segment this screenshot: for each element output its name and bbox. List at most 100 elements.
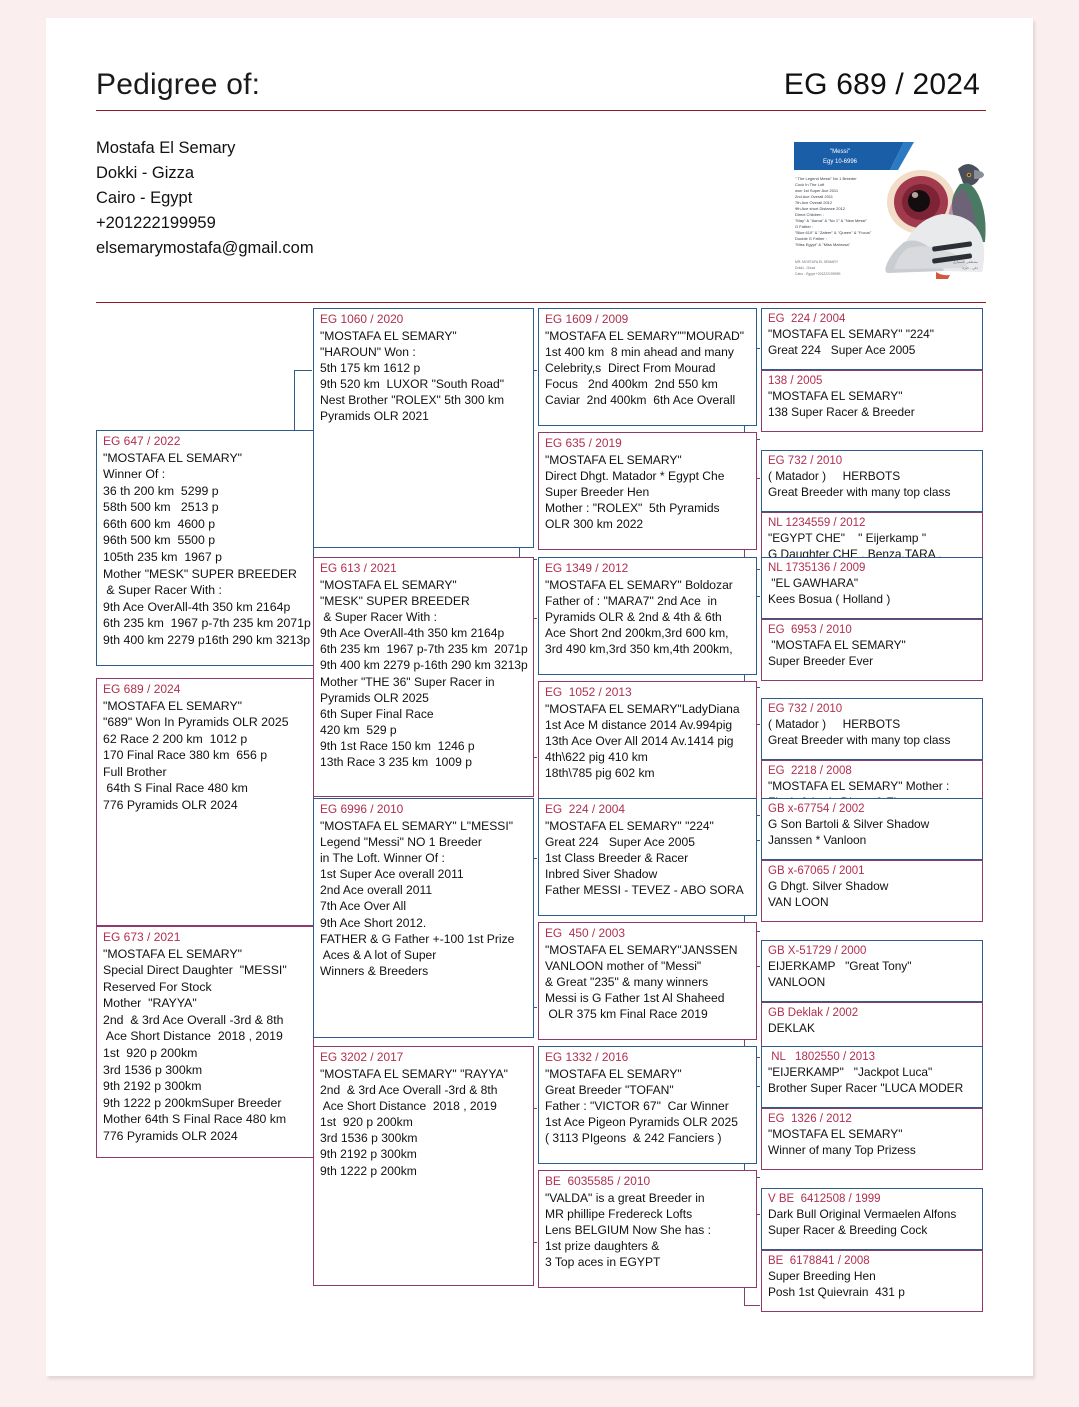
cell-details: DEKLAK — [768, 1021, 815, 1036]
svg-text:"Messi": "Messi" — [830, 149, 850, 155]
pedigree-cell-gen2-1[interactable]: EG 1060 / 2020 "MOSTAFA EL SEMARY" "HARO… — [313, 308, 534, 548]
pedigree-cell-subject[interactable]: EG 689 / 2024 "MOSTAFA EL SEMARY" "689" … — [96, 678, 314, 926]
pedigree-tree: EG 647 / 2022 "MOSTAFA EL SEMARY" Winner… — [46, 18, 1033, 1376]
svg-text:Dokki - Gizza: Dokki - Gizza — [795, 266, 815, 270]
svg-text:"May" & "Asma" & "No 1" & "New: "May" & "Asma" & "No 1" & "New Messi" — [795, 218, 867, 223]
ring-number: NL 1802550 / 2013 — [768, 1051, 875, 1063]
cell-details: "MOSTAFA EL SEMARY"LadyDiana 1st Ace M d… — [545, 701, 740, 781]
cell-details: "MOSTAFA EL SEMARY"JANSSEN VANLOON mothe… — [545, 942, 738, 1022]
svg-text:2nd Ace Overall 2011: 2nd Ace Overall 2011 — [795, 194, 834, 199]
header-divider-lower — [96, 302, 986, 303]
svg-text:دقى - جيزة: دقى - جيزة — [962, 266, 978, 270]
pedigree-cell-gen3-5[interactable]: EG 224 / 2004 "MOSTAFA EL SEMARY" "224" … — [538, 798, 757, 916]
pedigree-cell-gen3-7[interactable]: EG 1332 / 2016 "MOSTAFA EL SEMARY" Great… — [538, 1046, 757, 1164]
cell-details: "MOSTAFA EL SEMARY" Special Direct Daugh… — [103, 946, 287, 1143]
svg-text:MR. MOSTAFA EL SEMARY: MR. MOSTAFA EL SEMARY — [795, 260, 839, 264]
pedigree-cell-gen4-3[interactable]: EG 732 / 2010 ( Matador ) HERBOTS Great … — [761, 450, 983, 512]
cell-details: "MOSTAFA EL SEMARY" L"MESSI" Legend "Mes… — [320, 818, 515, 978]
cell-details: "MOSTAFA EL SEMARY""MOURAD" 1st 400 km 8… — [545, 328, 745, 408]
svg-text:Cairo - Egypt +201222199959: Cairo - Egypt +201222199959 — [795, 272, 840, 276]
ring-number: GB x-67754 / 2002 — [768, 803, 865, 815]
subject-ring-id: EG 689 / 2024 — [783, 68, 980, 101]
ring-number: EG 635 / 2019 — [545, 436, 622, 450]
pedigree-cell-gen4-11[interactable]: GB X-51729 / 2000 EIJERKAMP "Great Tony"… — [761, 940, 983, 1002]
ring-number: EG 3202 / 2017 — [320, 1050, 404, 1064]
ring-number: EG 1060 / 2020 — [320, 312, 404, 326]
pedigree-cell-gen4-13[interactable]: NL 1802550 / 2013 "EIJERKAMP" "Jackpot L… — [761, 1046, 983, 1108]
cell-details: "MOSTAFA EL SEMARY" Winner of many Top P… — [768, 1127, 916, 1157]
svg-text:9th Ace short Distance 2012: 9th Ace short Distance 2012 — [795, 206, 846, 211]
ring-number: EG 1609 / 2009 — [545, 312, 629, 326]
pedigree-cell-gen4-16[interactable]: BE 6178841 / 2008 Super Breeding Hen Pos… — [761, 1250, 983, 1312]
pedigree-cell-gen4-9[interactable]: GB x-67754 / 2002 G Son Bartoli & Silver… — [761, 798, 983, 860]
pedigree-cell-gen3-3[interactable]: EG 1349 / 2012 "MOSTAFA EL SEMARY" Boldo… — [538, 557, 757, 675]
pedigree-document: Pedigree of: EG 689 / 2024 Mostafa El Se… — [46, 18, 1033, 1376]
cell-details: "MOSTAFA EL SEMARY" Super Breeder Ever — [768, 638, 906, 668]
ring-number: EG 647 / 2022 — [103, 434, 181, 448]
ring-number: NL 1735136 / 2009 — [768, 562, 866, 574]
header-divider — [96, 110, 986, 111]
cell-details: ( Matador ) HERBOTS Great Breeder with m… — [768, 717, 951, 747]
pedigree-cell-gen4-7[interactable]: EG 732 / 2010 ( Matador ) HERBOTS Great … — [761, 698, 983, 760]
svg-text:" The Legend Messi" No 1 Breed: " The Legend Messi" No 1 Breeder — [795, 176, 857, 181]
pedigree-cell-gen4-10[interactable]: GB x-67065 / 2001 G Dhgt. Silver Shadow … — [761, 860, 983, 922]
pedigree-cell-gen2-4[interactable]: EG 3202 / 2017 "MOSTAFA EL SEMARY" "RAYY… — [313, 1046, 534, 1286]
ring-number: EG 1052 / 2013 — [545, 685, 632, 699]
ring-number: GB X-51729 / 2000 — [768, 945, 867, 957]
ring-number: BE 6178841 / 2008 — [768, 1255, 870, 1267]
pedigree-cell-gen4-1[interactable]: EG 224 / 2004 "MOSTAFA EL SEMARY" "224" … — [761, 308, 983, 370]
pedigree-cell-gen3-1[interactable]: EG 1609 / 2009 "MOSTAFA EL SEMARY""MOURA… — [538, 308, 757, 426]
cell-details: "EIJERKAMP" "Jackpot Luca" Brother Super… — [768, 1065, 964, 1095]
ring-number: EG 732 / 2010 — [768, 455, 843, 467]
ring-number: NL 1234559 / 2012 — [768, 517, 866, 529]
pigeon-photo: "Messi" Egy 10-6996 " The Legend Messi" … — [786, 136, 986, 281]
cell-details: "MOSTAFA EL SEMARY" "689" Won In Pyramid… — [103, 698, 289, 813]
pedigree-cell-gen3-2[interactable]: EG 635 / 2019 "MOSTAFA EL SEMARY" Direct… — [538, 432, 757, 550]
svg-text:7th Ace Overall 2012: 7th Ace Overall 2012 — [795, 200, 833, 205]
pedigree-cell-gen4-6[interactable]: EG 6953 / 2010 "MOSTAFA EL SEMARY" Super… — [761, 619, 983, 681]
cell-details: "MOSTAFA EL SEMARY" Great Breeder "TOFAN… — [545, 1066, 738, 1146]
ring-number: EG 6996 / 2010 — [320, 802, 404, 816]
ring-number: EG 6953 / 2010 — [768, 624, 852, 636]
pedigree-cell-gen3-4[interactable]: EG 1052 / 2013 "MOSTAFA EL SEMARY"LadyDi… — [538, 681, 757, 799]
cell-details: G Son Bartoli & Silver Shadow Janssen * … — [768, 817, 930, 847]
ring-number: EG 224 / 2004 — [768, 313, 846, 325]
svg-text:G Father :: G Father : — [795, 224, 813, 229]
cell-details: "MOSTAFA EL SEMARY" Winner Of : 36 th 20… — [103, 450, 311, 647]
pedigree-cell-gen4-2[interactable]: 138 / 2005 "MOSTAFA EL SEMARY" 138 Super… — [761, 370, 983, 432]
svg-text:مصطفى السمارى: مصطفى السمارى — [953, 260, 978, 264]
svg-text:"Miss Egypt" & "Miss Mahrosa": "Miss Egypt" & "Miss Mahrosa" — [795, 242, 851, 247]
cell-details: "VALDA" is a great Breeder in MR phillip… — [545, 1190, 712, 1270]
cell-details: ( Matador ) HERBOTS Great Breeder with m… — [768, 469, 951, 499]
cell-details: "MOSTAFA EL SEMARY" "HAROUN" Won : 5th 1… — [320, 328, 505, 424]
ring-number: EG 450 / 2003 — [545, 926, 625, 940]
cell-details: G Dhgt. Silver Shadow VAN LOON — [768, 879, 889, 909]
ring-number: EG 689 / 2024 — [103, 682, 181, 696]
svg-text:Double G Father :: Double G Father : — [795, 236, 827, 241]
cell-details: "MOSTAFA EL SEMARY" "MESK" SUPER BREEDER… — [320, 577, 528, 770]
cell-details: "MOSTAFA EL SEMARY" "224" Great 224 Supe… — [768, 327, 935, 357]
pedigree-cell-gen2-3[interactable]: EG 6996 / 2010 "MOSTAFA EL SEMARY" L"MES… — [313, 798, 534, 1038]
cell-details: "MOSTAFA EL SEMARY" "224" Great 224 Supe… — [545, 818, 744, 898]
ring-number: EG 732 / 2010 — [768, 703, 843, 715]
pedigree-cell-dam[interactable]: EG 673 / 2021 "MOSTAFA EL SEMARY" Specia… — [96, 926, 314, 1158]
page-title: Pedigree of: — [96, 68, 261, 101]
cell-details: Super Breeding Hen Posh 1st Quievrain 43… — [768, 1269, 905, 1299]
document-header: Pedigree of: EG 689 / 2024 — [96, 68, 986, 111]
svg-text:Egy 10-6996: Egy 10-6996 — [823, 159, 858, 165]
cell-details: EIJERKAMP "Great Tony" VANLOON — [768, 959, 912, 989]
pedigree-cell-sire[interactable]: EG 647 / 2022 "MOSTAFA EL SEMARY" Winner… — [96, 430, 314, 666]
ring-number: EG 1332 / 2016 — [545, 1050, 629, 1064]
ring-number: EG 1349 / 2012 — [545, 561, 629, 575]
pedigree-cell-gen3-6[interactable]: EG 450 / 2003 "MOSTAFA EL SEMARY"JANSSEN… — [538, 922, 757, 1040]
pedigree-cell-gen2-2[interactable]: EG 613 / 2021 "MOSTAFA EL SEMARY" "MESK"… — [313, 557, 534, 797]
cell-details: "MOSTAFA EL SEMARY" Direct Dhgt. Matador… — [545, 452, 725, 532]
ring-number: EG 224 / 2004 — [545, 802, 625, 816]
pedigree-cell-gen4-5[interactable]: NL 1735136 / 2009 "EL GAWHARA" Kees Bosu… — [761, 557, 983, 619]
svg-text:won 1st Super Ace 2011: won 1st Super Ace 2011 — [795, 188, 839, 193]
pedigree-cell-gen3-8[interactable]: BE 6035585 / 2010 "VALDA" is a great Bre… — [538, 1170, 757, 1288]
cell-details: "MOSTAFA EL SEMARY" "RAYYA" 2nd & 3rd Ac… — [320, 1066, 508, 1178]
pedigree-cell-gen4-15[interactable]: V BE 6412508 / 1999 Dark Bull Original V… — [761, 1188, 983, 1250]
pedigree-cell-gen4-14[interactable]: EG 1326 / 2012 "MOSTAFA EL SEMARY" Winne… — [761, 1108, 983, 1170]
cell-details: "EL GAWHARA" Kees Bosua ( Holland ) — [768, 576, 891, 606]
